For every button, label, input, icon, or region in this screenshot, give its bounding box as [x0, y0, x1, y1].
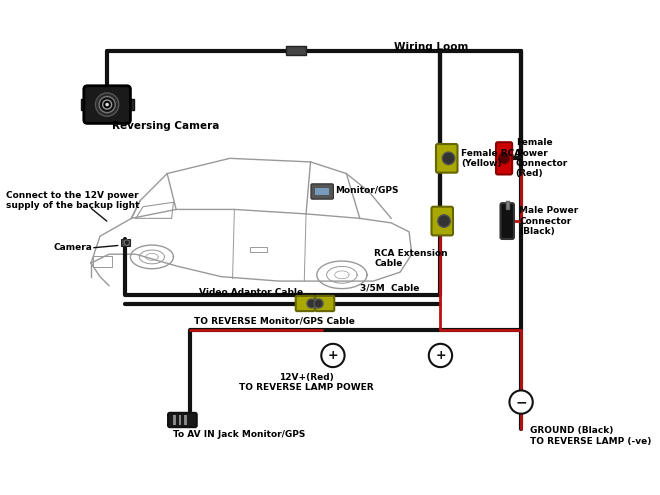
FancyBboxPatch shape: [311, 184, 333, 199]
Circle shape: [96, 93, 119, 116]
Text: Connect to the 12V power
supply of the backup light: Connect to the 12V power supply of the b…: [6, 191, 139, 210]
Circle shape: [307, 299, 316, 308]
Text: +: +: [327, 349, 338, 362]
Text: 12V+(Red)
TO REVERSE LAMP POWER: 12V+(Red) TO REVERSE LAMP POWER: [239, 373, 374, 392]
Bar: [184, 415, 187, 425]
Circle shape: [499, 153, 510, 164]
Bar: [251, 247, 267, 251]
Circle shape: [124, 240, 129, 245]
Text: Monitor/GPS: Monitor/GPS: [335, 185, 398, 194]
FancyBboxPatch shape: [432, 207, 453, 236]
Bar: [81, 99, 88, 110]
Bar: [174, 415, 176, 425]
Text: To AV IN Jack Monitor/GPS: To AV IN Jack Monitor/GPS: [174, 430, 306, 439]
Bar: [121, 239, 129, 246]
Bar: [179, 415, 182, 425]
FancyBboxPatch shape: [84, 86, 131, 123]
Circle shape: [438, 215, 450, 227]
Text: GROUND (Black)
TO REVERSE LAMP (-ve): GROUND (Black) TO REVERSE LAMP (-ve): [530, 426, 651, 446]
Text: Wiring Loom: Wiring Loom: [394, 42, 469, 52]
Text: RCA Extension
Cable: RCA Extension Cable: [374, 249, 447, 268]
Circle shape: [510, 391, 533, 414]
FancyBboxPatch shape: [496, 142, 512, 174]
Circle shape: [106, 103, 109, 106]
FancyBboxPatch shape: [315, 296, 334, 311]
Text: 3/5M  Cable: 3/5M Cable: [360, 284, 419, 293]
Text: Video Adaptor Cable: Video Adaptor Cable: [199, 288, 303, 297]
Text: Female RCA
(Yellow): Female RCA (Yellow): [461, 148, 521, 168]
Text: +: +: [435, 349, 446, 362]
Bar: [286, 47, 306, 55]
Bar: [93, 256, 112, 267]
Text: −: −: [515, 395, 527, 409]
Circle shape: [103, 100, 112, 109]
Circle shape: [99, 97, 116, 113]
Circle shape: [321, 344, 345, 367]
Text: Camera: Camera: [53, 244, 92, 252]
Text: Reversing Camera: Reversing Camera: [112, 121, 219, 131]
FancyBboxPatch shape: [500, 203, 514, 239]
FancyBboxPatch shape: [296, 296, 315, 311]
Circle shape: [314, 299, 323, 308]
FancyBboxPatch shape: [436, 144, 457, 173]
Bar: [506, 201, 510, 208]
Bar: [315, 188, 329, 195]
Text: TO REVERSE Monitor/GPS Cable: TO REVERSE Monitor/GPS Cable: [194, 317, 355, 326]
Text: Female
Power
Connector
(Red): Female Power Connector (Red): [515, 138, 568, 178]
FancyBboxPatch shape: [168, 413, 197, 427]
Circle shape: [442, 152, 455, 165]
Circle shape: [429, 344, 452, 367]
Bar: [127, 99, 134, 110]
Text: Male Power
Connector
(Black): Male Power Connector (Black): [519, 206, 579, 236]
